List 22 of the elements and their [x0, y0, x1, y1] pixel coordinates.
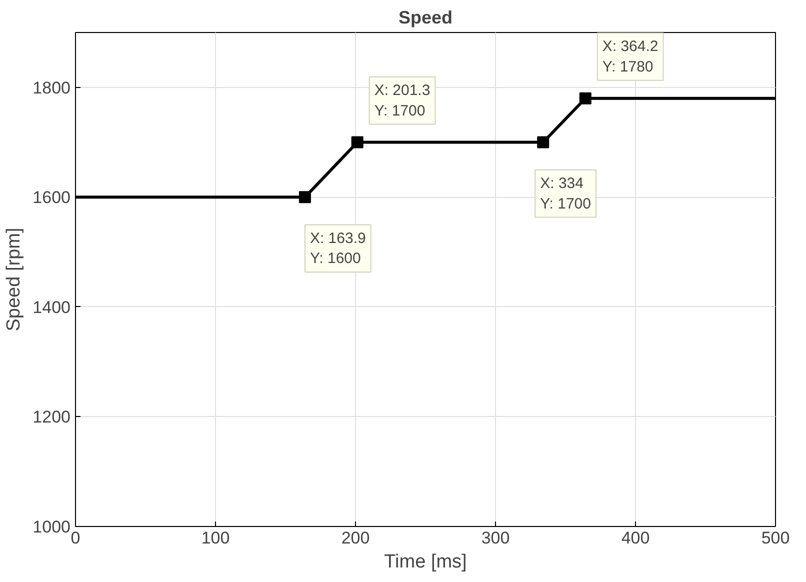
x-tick-label: 0: [70, 528, 80, 548]
y-tick-label: 1200: [32, 408, 71, 427]
y-tick-label: 1400: [32, 298, 71, 317]
x-tick-label: 300: [481, 528, 510, 548]
y-tick-label: 1800: [32, 78, 71, 98]
annotation: X: 334 Y: 1700: [540, 174, 591, 212]
point: [579, 92, 592, 104]
annotation: X: 364.2 Y: 1780: [602, 38, 658, 76]
y-tick-label: 1000: [32, 518, 71, 536]
point: [298, 191, 311, 204]
y-tick-label: 1600: [32, 188, 71, 208]
x-axis-title: Time [ms]: [384, 552, 467, 572]
point: [537, 136, 550, 148]
chart-title: Speed: [398, 8, 453, 28]
x-tick-label: 500: [761, 528, 790, 548]
point: [351, 136, 364, 148]
annotation: X: 201.3 Y: 1700: [374, 82, 430, 120]
x-tick-label: 400: [621, 528, 650, 548]
y-axis-title: Speed [rpm]: [4, 228, 25, 332]
x-tick-label: 100: [201, 528, 230, 548]
x-tick-label: 200: [341, 528, 370, 548]
annotation: X: 163.9 Y: 1600: [310, 230, 366, 268]
